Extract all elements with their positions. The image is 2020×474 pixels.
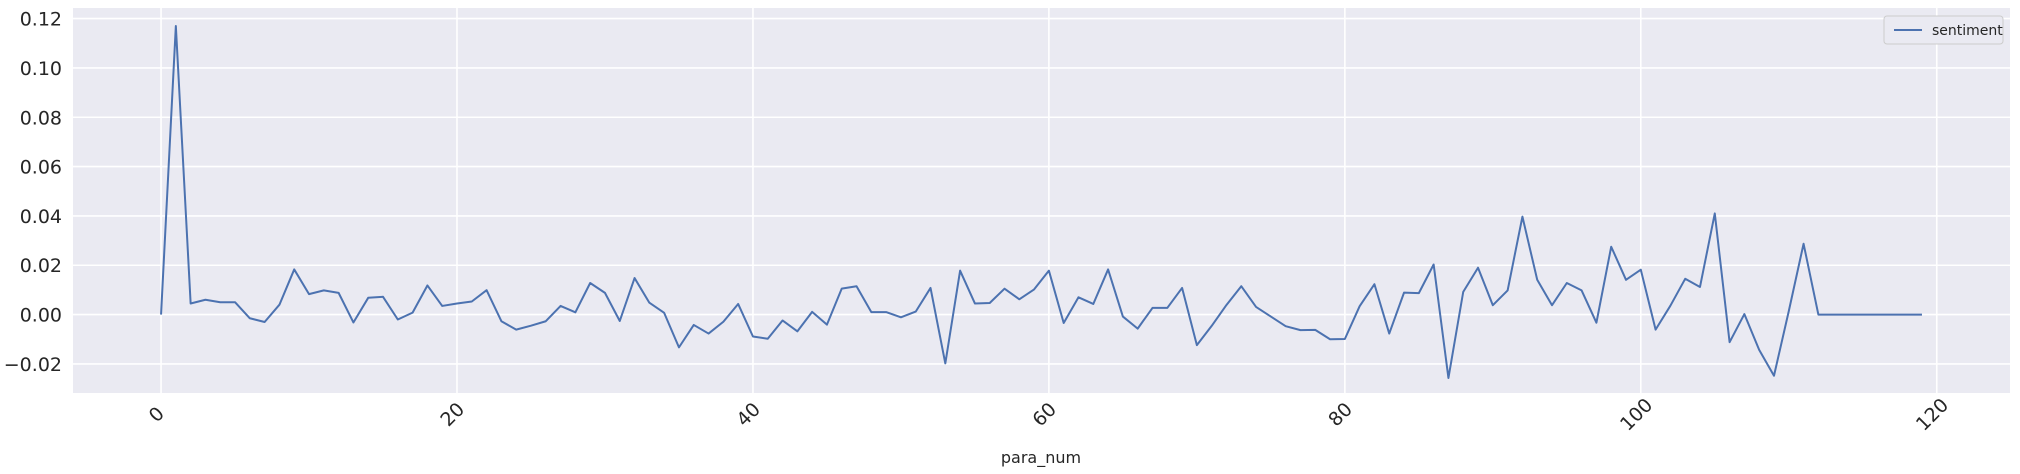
legend-label-sentiment: sentiment — [1932, 23, 2003, 39]
y-tick-label: 0.08 — [20, 107, 62, 129]
x-tick-label: 60 — [1028, 398, 1061, 431]
y-tick-label: −0.02 — [4, 354, 62, 376]
x-tick-label: 100 — [1616, 394, 1657, 435]
legend-box — [1883, 15, 2004, 45]
series-layer — [160, 25, 1922, 379]
legend: sentiment — [1883, 15, 2004, 45]
y-tick-label: 0.12 — [20, 9, 62, 31]
plot-background — [73, 8, 2010, 393]
y-tick-labels: −0.02 0.00 0.02 0.04 0.06 0.08 0.10 0.12 — [4, 9, 62, 376]
y-tick-label: 0.02 — [20, 255, 62, 277]
x-tick-label: 40 — [732, 398, 765, 431]
y-tick-label: 0.06 — [20, 157, 62, 179]
x-tick-label: 120 — [1912, 394, 1953, 435]
y-tick-label: 0.00 — [20, 305, 62, 327]
y-tick-label: 0.10 — [20, 58, 62, 80]
x-tick-label: 20 — [436, 398, 469, 431]
series-line-sentiment — [160, 25, 1922, 379]
x-tick-label: 0 — [145, 403, 169, 427]
grid-lines — [73, 8, 2010, 393]
x-tick-label: 80 — [1324, 398, 1357, 431]
x-tick-labels: 0 20 40 60 80 100 120 — [145, 394, 1953, 435]
y-tick-label: 0.04 — [20, 206, 62, 228]
x-axis-title: para_num — [1001, 448, 1081, 468]
